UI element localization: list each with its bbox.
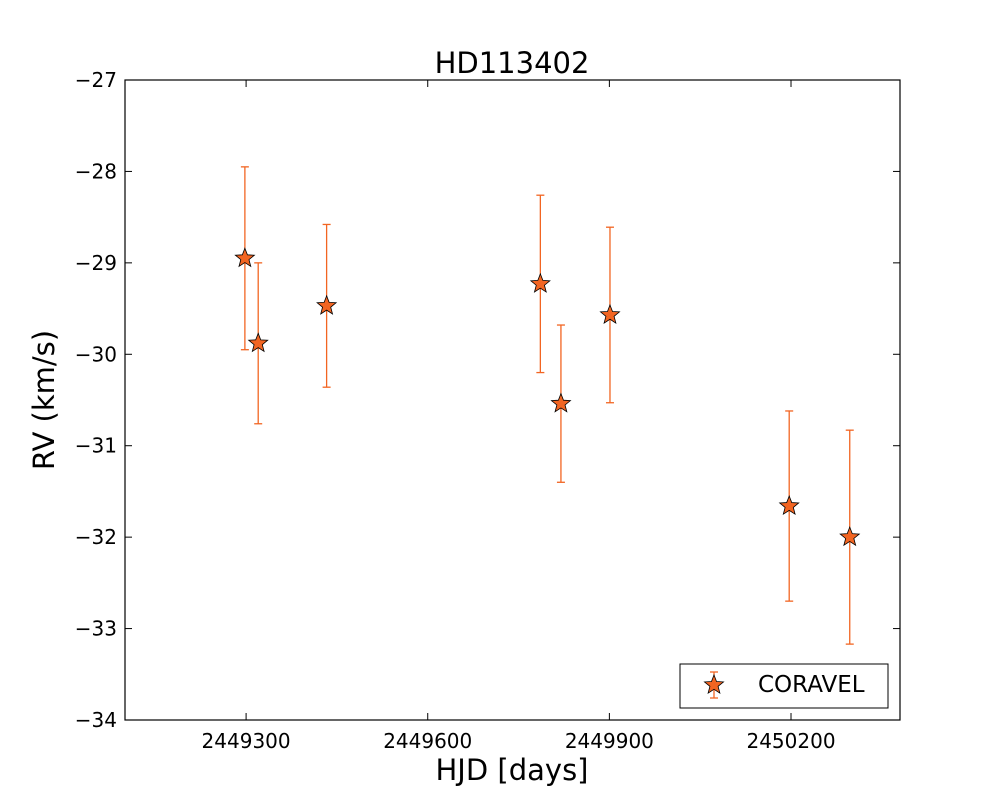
y-tick-label: −29 <box>75 251 117 275</box>
data-point-star <box>839 526 861 547</box>
x-axis-label: HJD [days] <box>436 753 589 787</box>
legend: CORAVEL <box>679 663 889 709</box>
x-tick-label: 2449300 <box>202 729 291 753</box>
chart-title: HD113402 <box>435 46 590 80</box>
y-tick-label: −31 <box>75 434 117 458</box>
y-tick-label: −33 <box>75 617 117 641</box>
axis-ticks: 2449300 2449600 2449900 2450200 −34 −33 −32 −31… <box>75 68 900 753</box>
y-tick-label: −27 <box>75 68 117 92</box>
x-tick-label: 2450200 <box>746 729 835 753</box>
legend-star <box>703 673 725 694</box>
data-point-star <box>550 392 572 413</box>
legend-marker-star-icon <box>703 671 725 699</box>
y-tick-label: −32 <box>75 525 117 549</box>
y-tick-label: −28 <box>75 159 117 183</box>
y-axis-label: RV (km/s) <box>27 330 61 470</box>
x-tick-label: 2449900 <box>565 729 654 753</box>
y-tick-label: −34 <box>75 708 117 732</box>
legend-label: CORAVEL <box>758 672 865 698</box>
plot-frame <box>124 79 901 721</box>
y-tick-label: −30 <box>75 342 117 366</box>
data-point-star <box>316 294 338 315</box>
plot-area <box>125 80 900 720</box>
data-point-star <box>234 247 256 268</box>
x-tick-label: 2449600 <box>383 729 472 753</box>
data-point-star <box>599 303 621 324</box>
data-point-star <box>778 494 800 516</box>
chart-marks <box>234 166 861 645</box>
data-point-star <box>529 272 551 293</box>
data-point-star <box>247 332 269 353</box>
